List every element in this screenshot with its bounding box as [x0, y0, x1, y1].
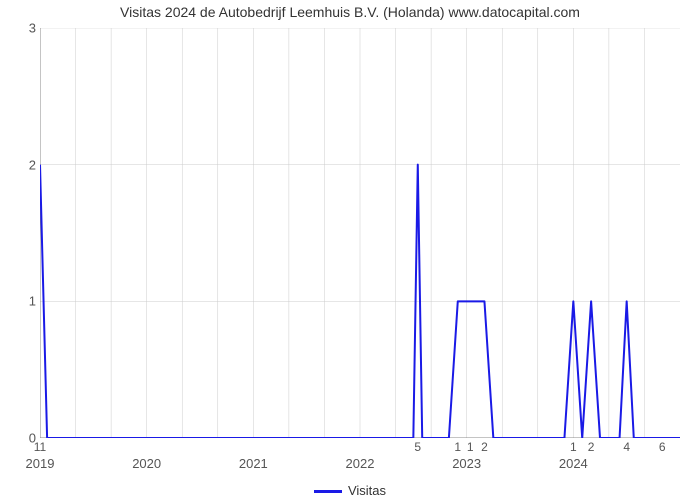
- legend: Visitas: [0, 483, 700, 498]
- value-label: 4: [623, 440, 630, 454]
- chart-title: Visitas 2024 de Autobedrijf Leemhuis B.V…: [0, 4, 700, 20]
- x-year-label: 2022: [346, 456, 375, 471]
- value-label: 2: [588, 440, 595, 454]
- value-label: 2: [481, 440, 488, 454]
- plot-area: [40, 28, 680, 438]
- value-label: 6: [659, 440, 666, 454]
- plot-svg: [40, 28, 680, 438]
- value-label: 1: [454, 440, 461, 454]
- value-label: 1: [467, 440, 474, 454]
- chart-container: Visitas 2024 de Autobedrijf Leemhuis B.V…: [0, 0, 700, 500]
- value-label: 5: [414, 440, 421, 454]
- x-year-label: 2021: [239, 456, 268, 471]
- x-year-label: 2024: [559, 456, 588, 471]
- value-label: 11: [34, 440, 46, 454]
- x-year-label: 2019: [26, 456, 55, 471]
- legend-label: Visitas: [348, 483, 386, 498]
- legend-swatch: [314, 490, 342, 493]
- x-year-label: 2023: [452, 456, 481, 471]
- value-label: 1: [570, 440, 577, 454]
- y-tick-label: 3: [6, 21, 36, 36]
- x-year-label: 2020: [132, 456, 161, 471]
- y-tick-label: 0: [6, 431, 36, 446]
- y-tick-label: 2: [6, 157, 36, 172]
- y-tick-label: 1: [6, 294, 36, 309]
